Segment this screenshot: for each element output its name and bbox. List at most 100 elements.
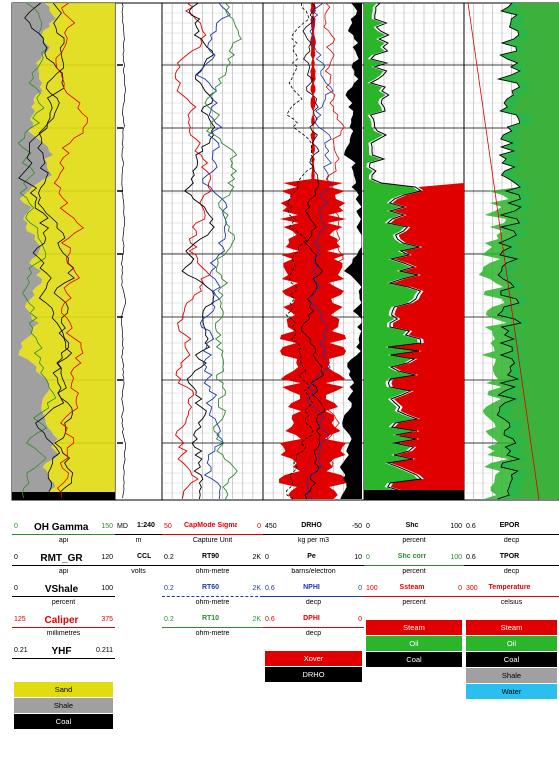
header-line	[364, 534, 464, 535]
header-line	[464, 596, 559, 597]
header-unit: ohm-metre	[195, 568, 230, 575]
header-max: 10	[354, 554, 362, 561]
fill-swatch: Shale	[466, 668, 557, 683]
header-unit: percent	[51, 599, 76, 606]
header-min: 0.2	[164, 554, 174, 561]
xover-fill	[279, 3, 347, 499]
header-min: 0	[14, 523, 18, 530]
fill-swatch: Steam	[366, 620, 462, 635]
header-min: 0.6	[466, 554, 476, 561]
well-log-plot	[11, 2, 559, 501]
header-name: RMT_GR	[40, 553, 83, 564]
header-min: 125	[14, 616, 26, 623]
header-unit: decp	[305, 630, 322, 637]
header-name: RT90	[201, 553, 220, 560]
header-name: YHF	[51, 646, 72, 657]
header-max: 2K	[252, 616, 261, 623]
curve-caliper	[53, 2, 89, 499]
header-name: Shc	[405, 522, 419, 529]
header-min: 100	[366, 585, 378, 592]
track-headers: 0 OH Gamma Ray 150 api 0 RMT_GR 120 api 0 VShale 1…	[0, 515, 559, 765]
curve-shc	[368, 2, 423, 500]
fill-swatch: Sand	[14, 682, 113, 697]
header-min: 0	[366, 554, 370, 561]
header-name: DRHO	[301, 522, 322, 529]
header-line	[464, 534, 559, 535]
oil-fill	[364, 3, 419, 499]
header-name: Temperature	[488, 584, 531, 591]
header-min: 0.2	[164, 616, 174, 623]
fill-swatch: Xover	[265, 651, 362, 666]
curve-temperature	[467, 2, 540, 501]
header-max: 100	[450, 523, 462, 530]
header-unit: barns/electron	[291, 568, 336, 575]
header-min: 0	[366, 523, 370, 530]
header-name: Caliper	[44, 615, 79, 626]
curve-capmode-sigma-intrinsic	[174, 2, 212, 500]
curve-rt60	[196, 2, 231, 500]
header-min: MD	[117, 523, 128, 530]
header-min: 0.6	[265, 616, 275, 623]
header-name: RT60	[201, 584, 220, 591]
header-max: 0	[257, 523, 261, 530]
header-unit: decp	[503, 568, 520, 575]
fill-swatch: DRHO	[265, 667, 362, 682]
header-max: 2K	[252, 554, 261, 561]
header-line	[115, 565, 162, 566]
curve-pe	[301, 2, 326, 500]
curve-epor	[496, 2, 522, 500]
header-name: Pe	[307, 553, 316, 560]
fill-swatch: Shale	[14, 698, 113, 713]
header-unit: api	[58, 568, 69, 575]
header-line	[162, 565, 263, 566]
fill-swatch: Oil	[466, 636, 557, 651]
header-line	[162, 627, 263, 628]
drho-fill	[339, 3, 362, 499]
header-name: Shc corr	[397, 553, 427, 560]
header-unit: ohm-metre	[195, 630, 230, 637]
header-line	[162, 596, 263, 597]
header-min: 50	[164, 523, 172, 530]
header-max: 0	[358, 616, 362, 623]
header-name: RT10	[201, 615, 220, 622]
header-min: 0.2	[164, 585, 174, 592]
curve-rt10	[204, 2, 242, 500]
header-name: CCL	[137, 553, 152, 560]
header-min: 450	[265, 523, 277, 530]
shale-fill	[12, 3, 59, 499]
curve-dphi	[316, 2, 345, 500]
header-max: 120	[101, 554, 113, 561]
header-max: -50	[351, 523, 362, 530]
header-max: 150	[101, 523, 113, 530]
header-line	[263, 627, 364, 628]
ccl-curve	[120, 2, 126, 499]
header-name: Ssteam	[399, 584, 425, 591]
header-unit: volts	[131, 568, 146, 575]
header-name: OH Gamma Ray	[34, 522, 89, 533]
header-max: 100	[101, 585, 113, 592]
header-line	[364, 565, 464, 566]
header-min: 300	[466, 585, 478, 592]
fill-swatch: Coal	[366, 652, 462, 667]
header-name: VShale	[44, 584, 79, 595]
curve-drho	[285, 2, 314, 500]
header-max: 2K	[252, 585, 261, 592]
header-line	[115, 534, 162, 535]
header-min: 0	[265, 554, 269, 561]
header-line	[464, 565, 559, 566]
header-unit: percent	[402, 568, 426, 575]
header-unit: kg per m3	[297, 537, 330, 544]
header-unit: api	[58, 537, 69, 544]
fill-swatch: Coal	[14, 714, 113, 729]
coal-fill	[364, 490, 464, 500]
header-line	[12, 627, 115, 628]
oil-fill	[478, 3, 559, 499]
header-max: 0	[458, 585, 462, 592]
curve-oh-gamma-ray	[17, 2, 57, 499]
header-name: EPOR	[499, 522, 520, 529]
header-unit: celsius	[500, 599, 523, 606]
header-line	[364, 596, 464, 597]
fill-swatch: Steam	[466, 620, 557, 635]
header-name: NPHI	[303, 584, 320, 591]
header-unit: m	[135, 537, 142, 544]
